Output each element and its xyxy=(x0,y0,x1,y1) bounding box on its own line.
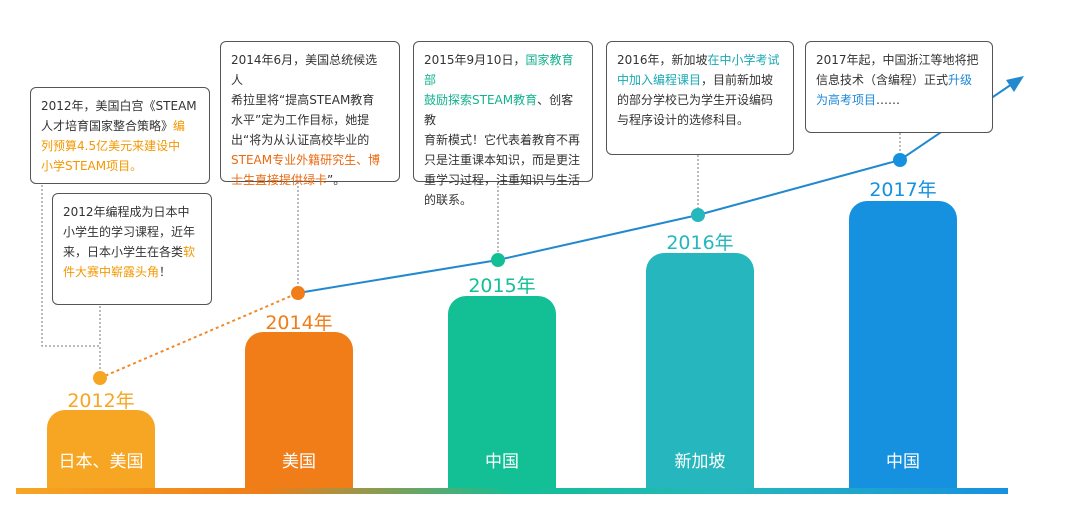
leader-2012us xyxy=(41,185,101,378)
year-label-2017: 2017年 xyxy=(869,179,937,201)
year-label-2012: 2012年 xyxy=(67,390,135,412)
country-label-2015: 中国 xyxy=(485,452,519,472)
dot-2016 xyxy=(691,208,705,222)
note-2016: 2016年，新加坡在中小学考试 中加入编程课目，目前新加坡 的部分学校已为学生开… xyxy=(606,41,794,155)
note-2015: 2015年9月10日，国家教育部 鼓励探索STEAM教育、创客教 育新模式！它代… xyxy=(413,41,593,207)
bar-2014: 美国 xyxy=(245,332,353,488)
year-label-2014: 2014年 xyxy=(265,312,333,334)
note-2012-jp: 2012年编程成为日本中 小学生的学习课程，近年 来，日本小学生在各类软 件大赛… xyxy=(52,193,212,305)
bar-2015: 中国 xyxy=(448,296,556,488)
baseline xyxy=(16,488,1008,494)
note-2017: 2017年起，中国浙江等地将把 信息技术（含编程）正式升级 为高考项目…… xyxy=(805,41,993,133)
arrow-head-icon xyxy=(1006,76,1024,92)
note-2014: 2014年6月，美国总统候选人 希拉里将“提高STEAM教育 水平”定为工作目标… xyxy=(220,41,400,187)
country-label-2014: 美国 xyxy=(282,452,316,472)
dot-2012 xyxy=(93,371,107,385)
country-label-2017: 中国 xyxy=(886,452,920,472)
year-label-2016: 2016年 xyxy=(666,232,734,254)
bar-2016: 新加坡 xyxy=(646,253,754,488)
year-label-2015: 2015年 xyxy=(468,275,536,297)
bar-2012: 日本、美国 xyxy=(47,410,155,488)
dot-2014 xyxy=(291,286,305,300)
country-label-2012: 日本、美国 xyxy=(58,452,144,472)
country-label-2016: 新加坡 xyxy=(674,452,726,472)
dot-2017 xyxy=(893,153,907,167)
note-2012-us: 2012年，美国白宫《STEAM 人才培育国家整合策略》编 列预算4.5亿美元来… xyxy=(30,87,210,184)
bar-2017: 中国 xyxy=(849,201,957,488)
dot-2015 xyxy=(491,253,505,267)
